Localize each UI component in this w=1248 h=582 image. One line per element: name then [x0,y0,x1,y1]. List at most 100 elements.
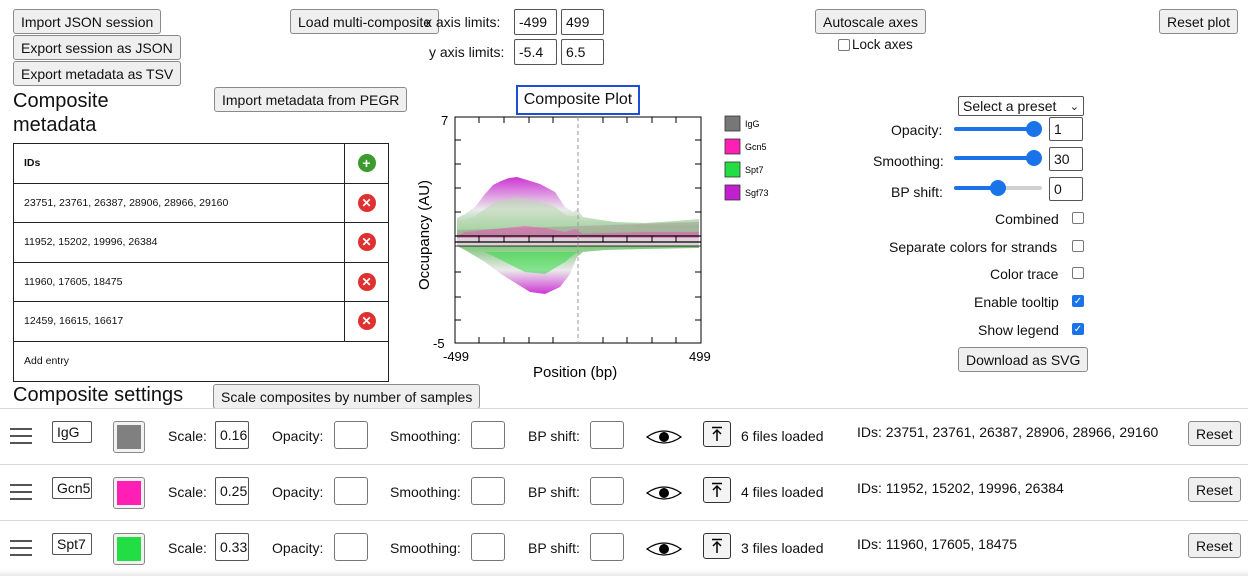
legend-swatch-gcn5 [724,138,741,155]
x-max-input[interactable]: 499 [561,9,604,35]
plot-legend: IgG Gcn5 Spt7 Sgf73 [724,115,769,201]
composite-row-gcn5: Gcn5 Scale: 0.25 Opacity: Smoothing: BP … [0,464,1248,520]
eye-icon[interactable] [646,483,682,503]
pin-top-icon[interactable] [703,533,731,559]
opacity-slider[interactable] [954,121,1042,137]
color-trace-label: Color trace [990,266,1059,282]
reset-row-button[interactable]: Reset [1188,421,1241,446]
ids-cell[interactable]: 23751, 23761, 26387, 28906, 28966, 29160 [14,183,345,222]
x-tick-right: 499 [689,349,711,364]
opacity-input[interactable] [334,533,368,561]
remove-row-icon[interactable]: ✕ [357,233,376,252]
drag-handle-icon[interactable] [10,484,32,505]
bpshift-slider[interactable] [954,180,1042,196]
export-json-button[interactable]: Export session as JSON [13,35,181,60]
remove-row-icon[interactable]: ✕ [357,193,376,212]
composite-name-input[interactable]: IgG [52,421,92,443]
scale-input[interactable]: 0.166 [215,421,249,449]
x-axis-limits-label: x axis limits: [425,14,501,30]
y-min-input[interactable]: -5.4 [514,39,557,65]
eye-icon[interactable] [646,539,682,559]
files-loaded: 4 files loaded [741,484,824,500]
lock-axes-checkbox[interactable] [838,39,850,51]
scale-label: Scale: [168,428,207,444]
drag-handle-icon[interactable] [10,540,32,561]
legend-swatch-spt7 [724,161,741,178]
y-max-input[interactable]: 6.5 [561,39,604,65]
preset-select[interactable]: Select a preset ⌄ [958,96,1084,116]
table-row: 23751, 23761, 26387, 28906, 28966, 29160… [14,183,388,223]
remove-row-icon[interactable]: ✕ [357,272,376,291]
opacity-input[interactable]: 1 [1049,117,1083,141]
combined-label: Combined [995,211,1059,227]
color-picker[interactable] [113,477,145,509]
composite-row-spt7: Spt7 Scale: 0.33 Opacity: Smoothing: BP … [0,520,1248,576]
composite-plot[interactable]: 7 -5 -499 499 Position (bp) Occupancy (A… [405,112,805,384]
bpshift-input[interactable] [590,421,624,449]
composite-row-igg: IgG Scale: 0.166 Opacity: Smoothing: BP … [0,408,1248,464]
scale-input[interactable]: 0.25 [215,477,249,505]
bpshift-input[interactable] [590,477,624,505]
scale-label: Scale: [168,484,207,500]
pin-top-icon[interactable] [703,477,731,503]
table-row: 11960, 17605, 18475 ✕ [14,262,388,302]
import-pegr-button[interactable]: Import metadata from PEGR [214,87,408,112]
plot-title[interactable]: Composite Plot [516,85,640,115]
composite-ids: IDs: 11952, 15202, 19996, 26384 [857,480,1064,496]
load-multi-composite-button[interactable]: Load multi-composite [290,9,440,34]
x-min-input[interactable]: -499 [514,9,557,35]
export-tsv-button[interactable]: Export metadata as TSV [13,61,182,86]
autoscale-axes-button[interactable]: Autoscale axes [815,9,926,34]
composite-name-input[interactable]: Gcn5 [52,477,92,499]
reset-row-button[interactable]: Reset [1188,477,1241,502]
table-row: 11952, 15202, 19996, 26384 ✕ [14,223,388,263]
ids-cell[interactable]: 11960, 17605, 18475 [14,262,345,301]
eye-icon[interactable] [646,427,682,447]
smoothing-slider[interactable] [954,150,1042,166]
composite-name-input[interactable]: Spt7 [52,533,92,555]
opacity-input[interactable] [334,421,368,449]
composite-ids: IDs: 11960, 17605, 18475 [857,536,1018,552]
ids-header: IDs [14,144,345,183]
legend-label: Gcn5 [745,142,767,152]
opacity-input[interactable] [334,477,368,505]
reset-plot-button[interactable]: Reset plot [1159,9,1239,34]
smoothing-input[interactable] [471,477,505,505]
ids-cell[interactable]: 11952, 15202, 19996, 26384 [14,223,345,262]
scale-composites-button[interactable]: Scale composites by number of samples [213,384,481,409]
reset-row-button[interactable]: Reset [1188,533,1241,558]
show-legend-checkbox[interactable]: ✓ [1072,323,1084,335]
spt7-lower-area [485,252,577,274]
pin-top-icon[interactable] [703,421,731,447]
ids-cell[interactable]: 12459, 16615, 16617 [14,302,345,341]
color-trace-checkbox[interactable] [1072,267,1084,279]
separate-colors-checkbox[interactable] [1072,240,1084,252]
smoothing-input[interactable]: 30 [1049,147,1083,171]
smoothing-label: Smoothing: [390,540,461,556]
enable-tooltip-label: Enable tooltip [974,294,1059,310]
bpshift-input[interactable]: 0 [1049,177,1083,201]
x-tick-left: -499 [443,349,469,364]
enable-tooltip-checkbox[interactable]: ✓ [1072,295,1084,307]
remove-row-icon[interactable]: ✕ [357,312,376,331]
add-row-icon[interactable]: + [357,154,376,173]
color-picker[interactable] [113,533,145,565]
add-entry-row[interactable]: Add entry [14,342,388,382]
bpshift-input[interactable] [590,533,624,561]
metadata-table: IDs + 23751, 23761, 26387, 28906, 28966,… [13,143,389,382]
bpshift-label: BP shift: [528,484,580,500]
smoothing-input[interactable] [471,533,505,561]
bpshift-label: BP shift: [891,184,943,200]
combined-checkbox[interactable] [1072,212,1084,224]
table-row: 12459, 16615, 16617 ✕ [14,302,388,342]
color-picker[interactable] [113,421,145,453]
opacity-label: Opacity: [272,484,324,500]
import-json-button[interactable]: Import JSON session [13,9,162,34]
download-svg-button[interactable]: Download as SVG [958,347,1089,372]
opacity-label: Opacity: [272,540,324,556]
scale-input[interactable]: 0.33 [215,533,249,561]
files-loaded: 6 files loaded [741,428,824,444]
drag-handle-icon[interactable] [10,428,32,449]
smoothing-input[interactable] [471,421,505,449]
separate-colors-label: Separate colors for strands [889,239,1058,255]
